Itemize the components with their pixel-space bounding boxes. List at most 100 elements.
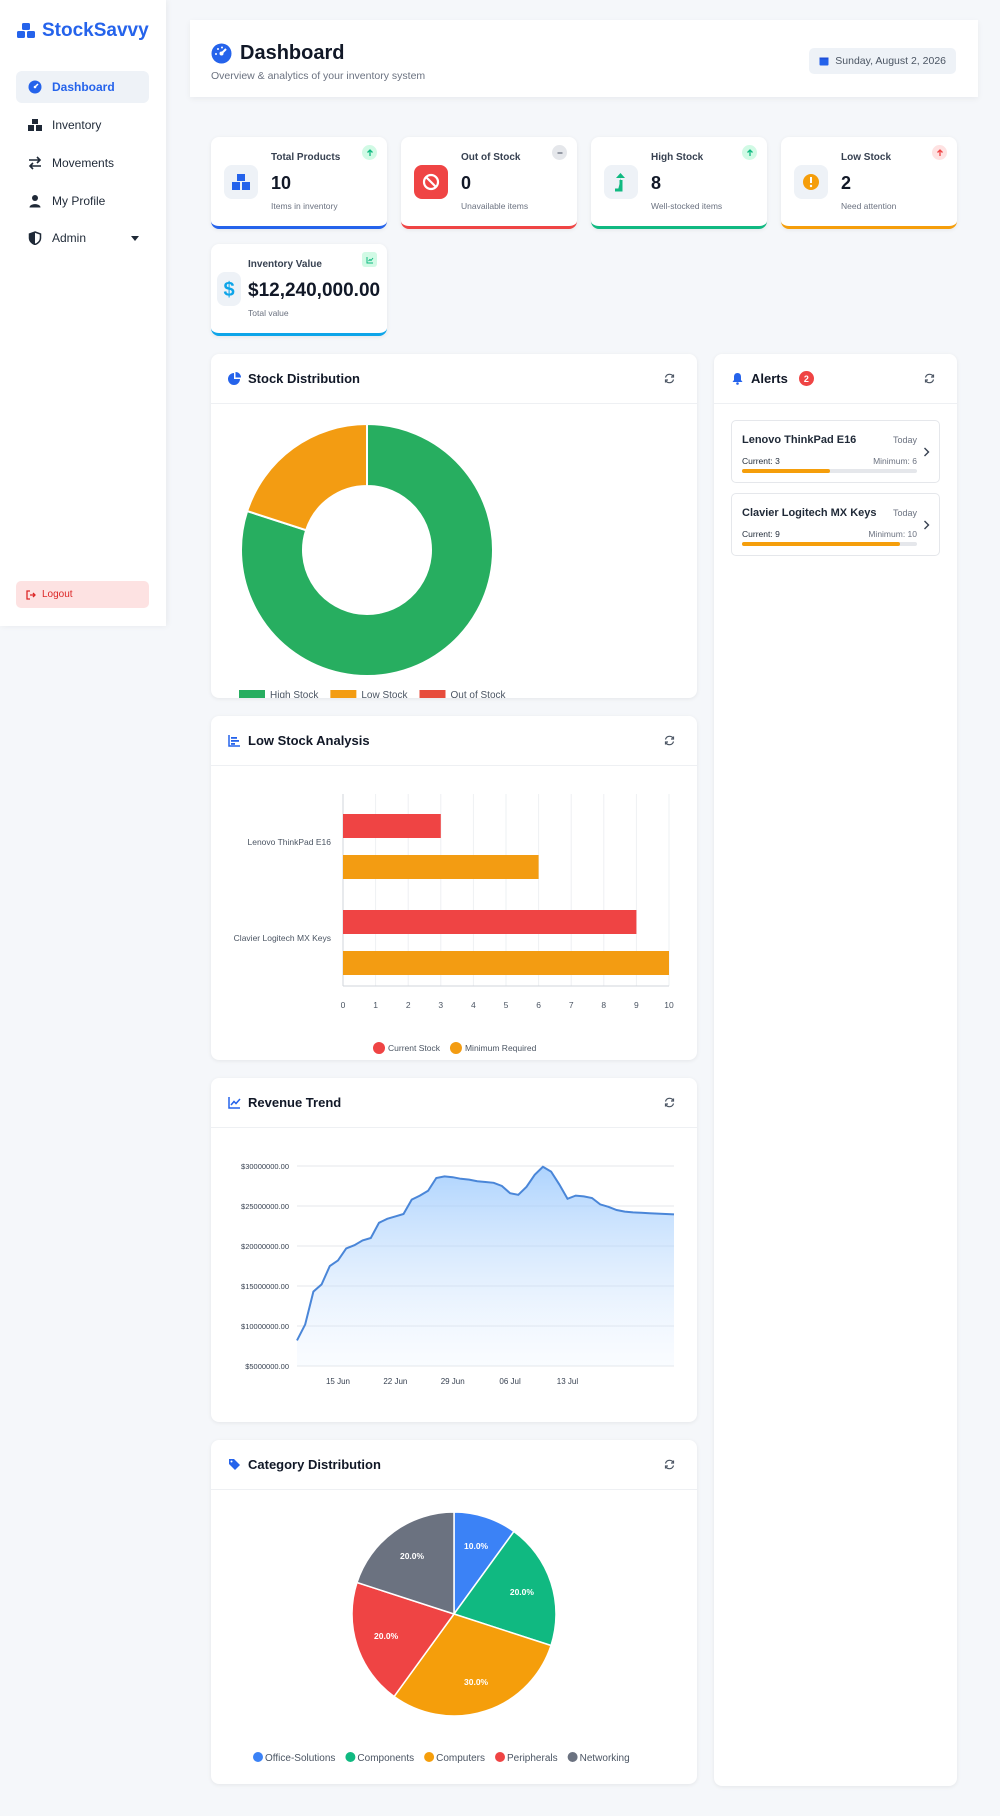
pie-slice bbox=[356, 1511, 455, 1616]
legend-swatch bbox=[330, 690, 357, 698]
pie-slice bbox=[392, 1613, 552, 1717]
stat-card-high-stock[interactable]: High Stock 8 Well-stocked items bbox=[591, 137, 767, 229]
sidebar-item-inventory[interactable]: Inventory bbox=[16, 109, 149, 141]
stat-value: $12,240,000.00 bbox=[248, 280, 381, 301]
brand-logo[interactable]: StockSavvy bbox=[16, 20, 149, 42]
alert-item[interactable]: Clavier Logitech MX Keys Today Current: … bbox=[731, 493, 940, 556]
x-tick-label: 4 bbox=[471, 1000, 476, 1010]
bar bbox=[343, 814, 441, 838]
sidebar-item-label: Movements bbox=[52, 156, 115, 170]
panel-header: Stock Distribution bbox=[211, 354, 697, 404]
stat-card-low-stock[interactable]: Low Stock 2 Need attention bbox=[781, 137, 957, 229]
stat-label: Inventory Value bbox=[248, 259, 322, 270]
alert-progress-fill bbox=[742, 469, 830, 473]
refresh-icon[interactable] bbox=[664, 735, 675, 746]
legend-dot bbox=[424, 1752, 435, 1762]
legend-label: Peripherals bbox=[507, 1753, 558, 1764]
alert-product-name: Clavier Logitech MX Keys bbox=[742, 507, 877, 519]
gauge-icon bbox=[28, 80, 42, 94]
stock-distribution-panel: Stock Distribution High Stock Low Stock Ou… bbox=[211, 354, 697, 698]
chevron-right-icon bbox=[924, 520, 930, 530]
stat-card-out-of-stock[interactable]: Out of Stock 0 Unavailable items bbox=[401, 137, 577, 229]
arrow-up-icon bbox=[362, 145, 377, 160]
low-stock-chart: 0 1 2 3 4 5 6 7 8 9 10 Lenovo ThinkPad E16 Clavier L… bbox=[234, 794, 674, 1054]
panel-title-text: Stock Distribution bbox=[248, 371, 360, 386]
page-title: Dashboard bbox=[211, 42, 344, 65]
page-header: Dashboard Overview & analytics of your i… bbox=[190, 20, 978, 97]
alert-item[interactable]: Lenovo ThinkPad E16 Today Current: 3 Min… bbox=[731, 420, 940, 483]
bar-chart-icon bbox=[228, 735, 240, 747]
x-tick-label: 0 bbox=[341, 1000, 346, 1010]
x-tick-label: 5 bbox=[504, 1000, 509, 1010]
legend-label: High Stock bbox=[270, 690, 319, 698]
date-display: Sunday, August 2, 2026 bbox=[809, 48, 956, 74]
doughnut-slice bbox=[240, 422, 494, 677]
stat-card-total-products[interactable]: Total Products 10 Items in inventory bbox=[211, 137, 387, 229]
legend-swatch bbox=[239, 690, 265, 698]
level-up-icon bbox=[604, 165, 638, 199]
pie-slice bbox=[452, 1530, 557, 1647]
refresh-icon[interactable] bbox=[664, 1459, 675, 1470]
legend-label: Minimum Required bbox=[465, 1043, 537, 1053]
pie-value-label: 20.0% bbox=[374, 1631, 399, 1641]
y-tick-label: $5000000.00 bbox=[245, 1362, 289, 1371]
pie-value-label: 20.0% bbox=[510, 1587, 535, 1597]
legend-label: Networking bbox=[580, 1753, 630, 1764]
sidebar-item-label: Admin bbox=[52, 231, 87, 245]
revenue-area bbox=[297, 1166, 674, 1366]
alert-time: Today bbox=[892, 435, 917, 445]
legend-dot bbox=[253, 1752, 263, 1762]
stat-caption: Unavailable items bbox=[461, 201, 529, 211]
stat-value: 0 bbox=[461, 173, 472, 193]
alert-minimum: Minimum: 6 bbox=[873, 456, 917, 466]
alert-time: Today bbox=[892, 508, 917, 518]
refresh-icon[interactable] bbox=[664, 1097, 675, 1108]
pie-value-label: 30.0% bbox=[464, 1677, 489, 1687]
legend-dot bbox=[567, 1752, 578, 1762]
refresh-icon[interactable] bbox=[924, 373, 935, 384]
y-tick-label: $25000000.00 bbox=[241, 1202, 289, 1211]
stat-value: 8 bbox=[651, 173, 662, 193]
sidebar-item-admin[interactable]: Admin bbox=[16, 222, 149, 254]
bar bbox=[343, 855, 539, 879]
stat-label: Out of Stock bbox=[461, 152, 521, 163]
boxes-icon bbox=[224, 165, 258, 199]
y-tick-label: Clavier Logitech MX Keys bbox=[234, 933, 331, 943]
sidebar-item-movements[interactable]: Movements bbox=[16, 147, 149, 179]
stock-distribution-chart: High Stock Low Stock Out of Stock bbox=[239, 422, 507, 698]
date-text: Sunday, August 2, 2026 bbox=[835, 55, 946, 67]
stat-caption: Total value bbox=[248, 308, 289, 318]
sidebar-item-profile[interactable]: My Profile bbox=[16, 185, 149, 217]
x-tick-label: 7 bbox=[569, 1000, 574, 1010]
panel-title: Stock Distribution bbox=[228, 371, 360, 386]
panel-title: Category Distribution bbox=[228, 1457, 381, 1472]
cubes-icon bbox=[17, 23, 35, 38]
sidebar-item-dashboard[interactable]: Dashboard bbox=[16, 71, 149, 103]
shield-icon bbox=[28, 231, 42, 245]
bar bbox=[343, 910, 637, 934]
y-tick-label: $10000000.00 bbox=[241, 1322, 289, 1331]
dollar-icon: $ bbox=[217, 272, 241, 306]
refresh-icon[interactable] bbox=[664, 373, 675, 384]
revenue-trend-chart: $5000000.00 $10000000.00 $15000000.00 $2000… bbox=[241, 1162, 675, 1386]
panel-title: Low Stock Analysis bbox=[228, 733, 370, 748]
calendar-icon bbox=[819, 57, 829, 66]
stat-value: 2 bbox=[841, 173, 852, 193]
legend-label: Low Stock bbox=[361, 690, 408, 698]
alert-progress-track bbox=[742, 542, 917, 546]
panel-title-text: Revenue Trend bbox=[248, 1095, 342, 1110]
alert-product-name: Lenovo ThinkPad E16 bbox=[742, 434, 857, 446]
y-tick-label: $30000000.00 bbox=[241, 1162, 289, 1171]
logout-button[interactable]: Logout bbox=[16, 581, 149, 608]
alerts-count-badge: 2 bbox=[798, 371, 814, 386]
svg-text:$: $ bbox=[223, 279, 234, 300]
stat-card-inventory-value[interactable]: $ Inventory Value $12,240,000.00 Total v… bbox=[211, 244, 387, 336]
chart-line-icon bbox=[228, 1097, 241, 1109]
revenue-line bbox=[296, 1165, 675, 1341]
minus-icon bbox=[552, 145, 567, 160]
low-stock-analysis-panel: Low Stock Analysis 0 1 2 3 4 5 6 7 8 9 10 Lenovo Th… bbox=[211, 716, 697, 1060]
stat-caption: Well-stocked items bbox=[651, 201, 723, 211]
revenue-trend-panel: Revenue Trend $5000000.00 $10000000.00 $15… bbox=[211, 1078, 697, 1422]
legend-label: Components bbox=[357, 1753, 414, 1764]
stat-label: High Stock bbox=[651, 152, 704, 163]
